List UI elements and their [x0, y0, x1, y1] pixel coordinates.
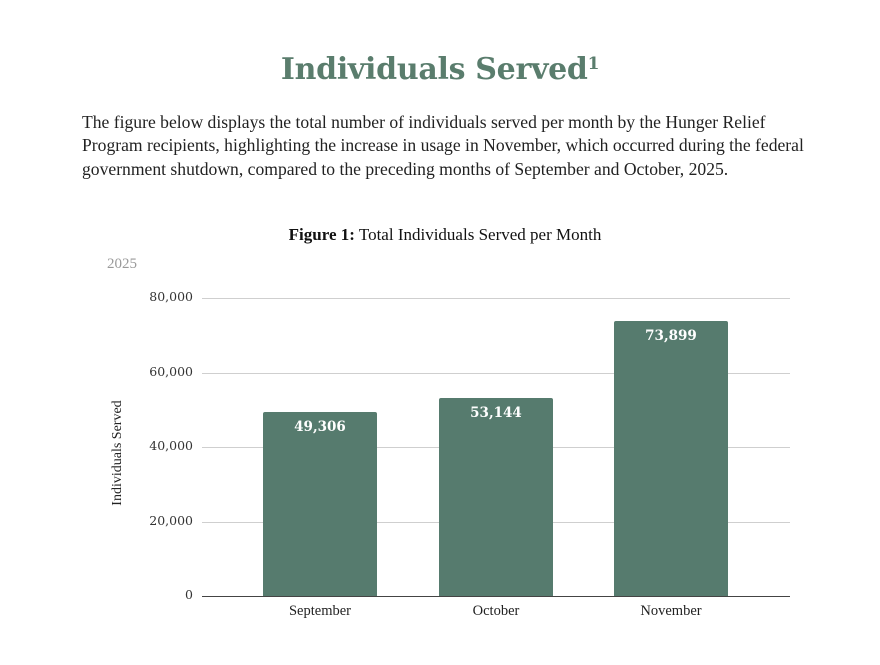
chart-subtitle-year: 2025 — [107, 256, 137, 272]
y-tick-label: 40,000 — [149, 438, 193, 453]
bar-value-label: 49,306 — [294, 419, 346, 435]
bar-value-label: 53,144 — [470, 405, 522, 421]
page-title-text: Individuals Served — [280, 52, 588, 87]
intro-paragraph: The figure below displays the total numb… — [82, 112, 804, 179]
bar-november: 73,899 — [614, 321, 728, 596]
y-tick-label: 0 — [185, 587, 193, 602]
figure-label: Figure 1: — [288, 225, 355, 244]
gridline — [202, 373, 790, 374]
page-title: Individuals Served1 — [0, 52, 880, 87]
y-axis-label: Individuals Served — [110, 400, 125, 506]
bar-september: 49,306 — [263, 412, 377, 596]
x-tick-label: September — [288, 603, 351, 619]
y-tick-label: 60,000 — [149, 364, 193, 379]
x-tick-label: October — [472, 603, 520, 619]
bar-october: 53,144 — [439, 398, 553, 596]
bar-value-label: 73,899 — [645, 328, 697, 344]
x-axis-line — [202, 596, 790, 597]
x-tick-label: November — [640, 603, 702, 619]
figure-caption: Figure 1: Total Individuals Served per M… — [0, 225, 880, 245]
figure-title: Total Individuals Served per Month — [358, 225, 602, 244]
gridline — [202, 298, 790, 299]
footnote-marker: 1 — [587, 54, 600, 74]
y-tick-label: 20,000 — [149, 513, 193, 528]
y-tick-label: 80,000 — [149, 289, 193, 304]
